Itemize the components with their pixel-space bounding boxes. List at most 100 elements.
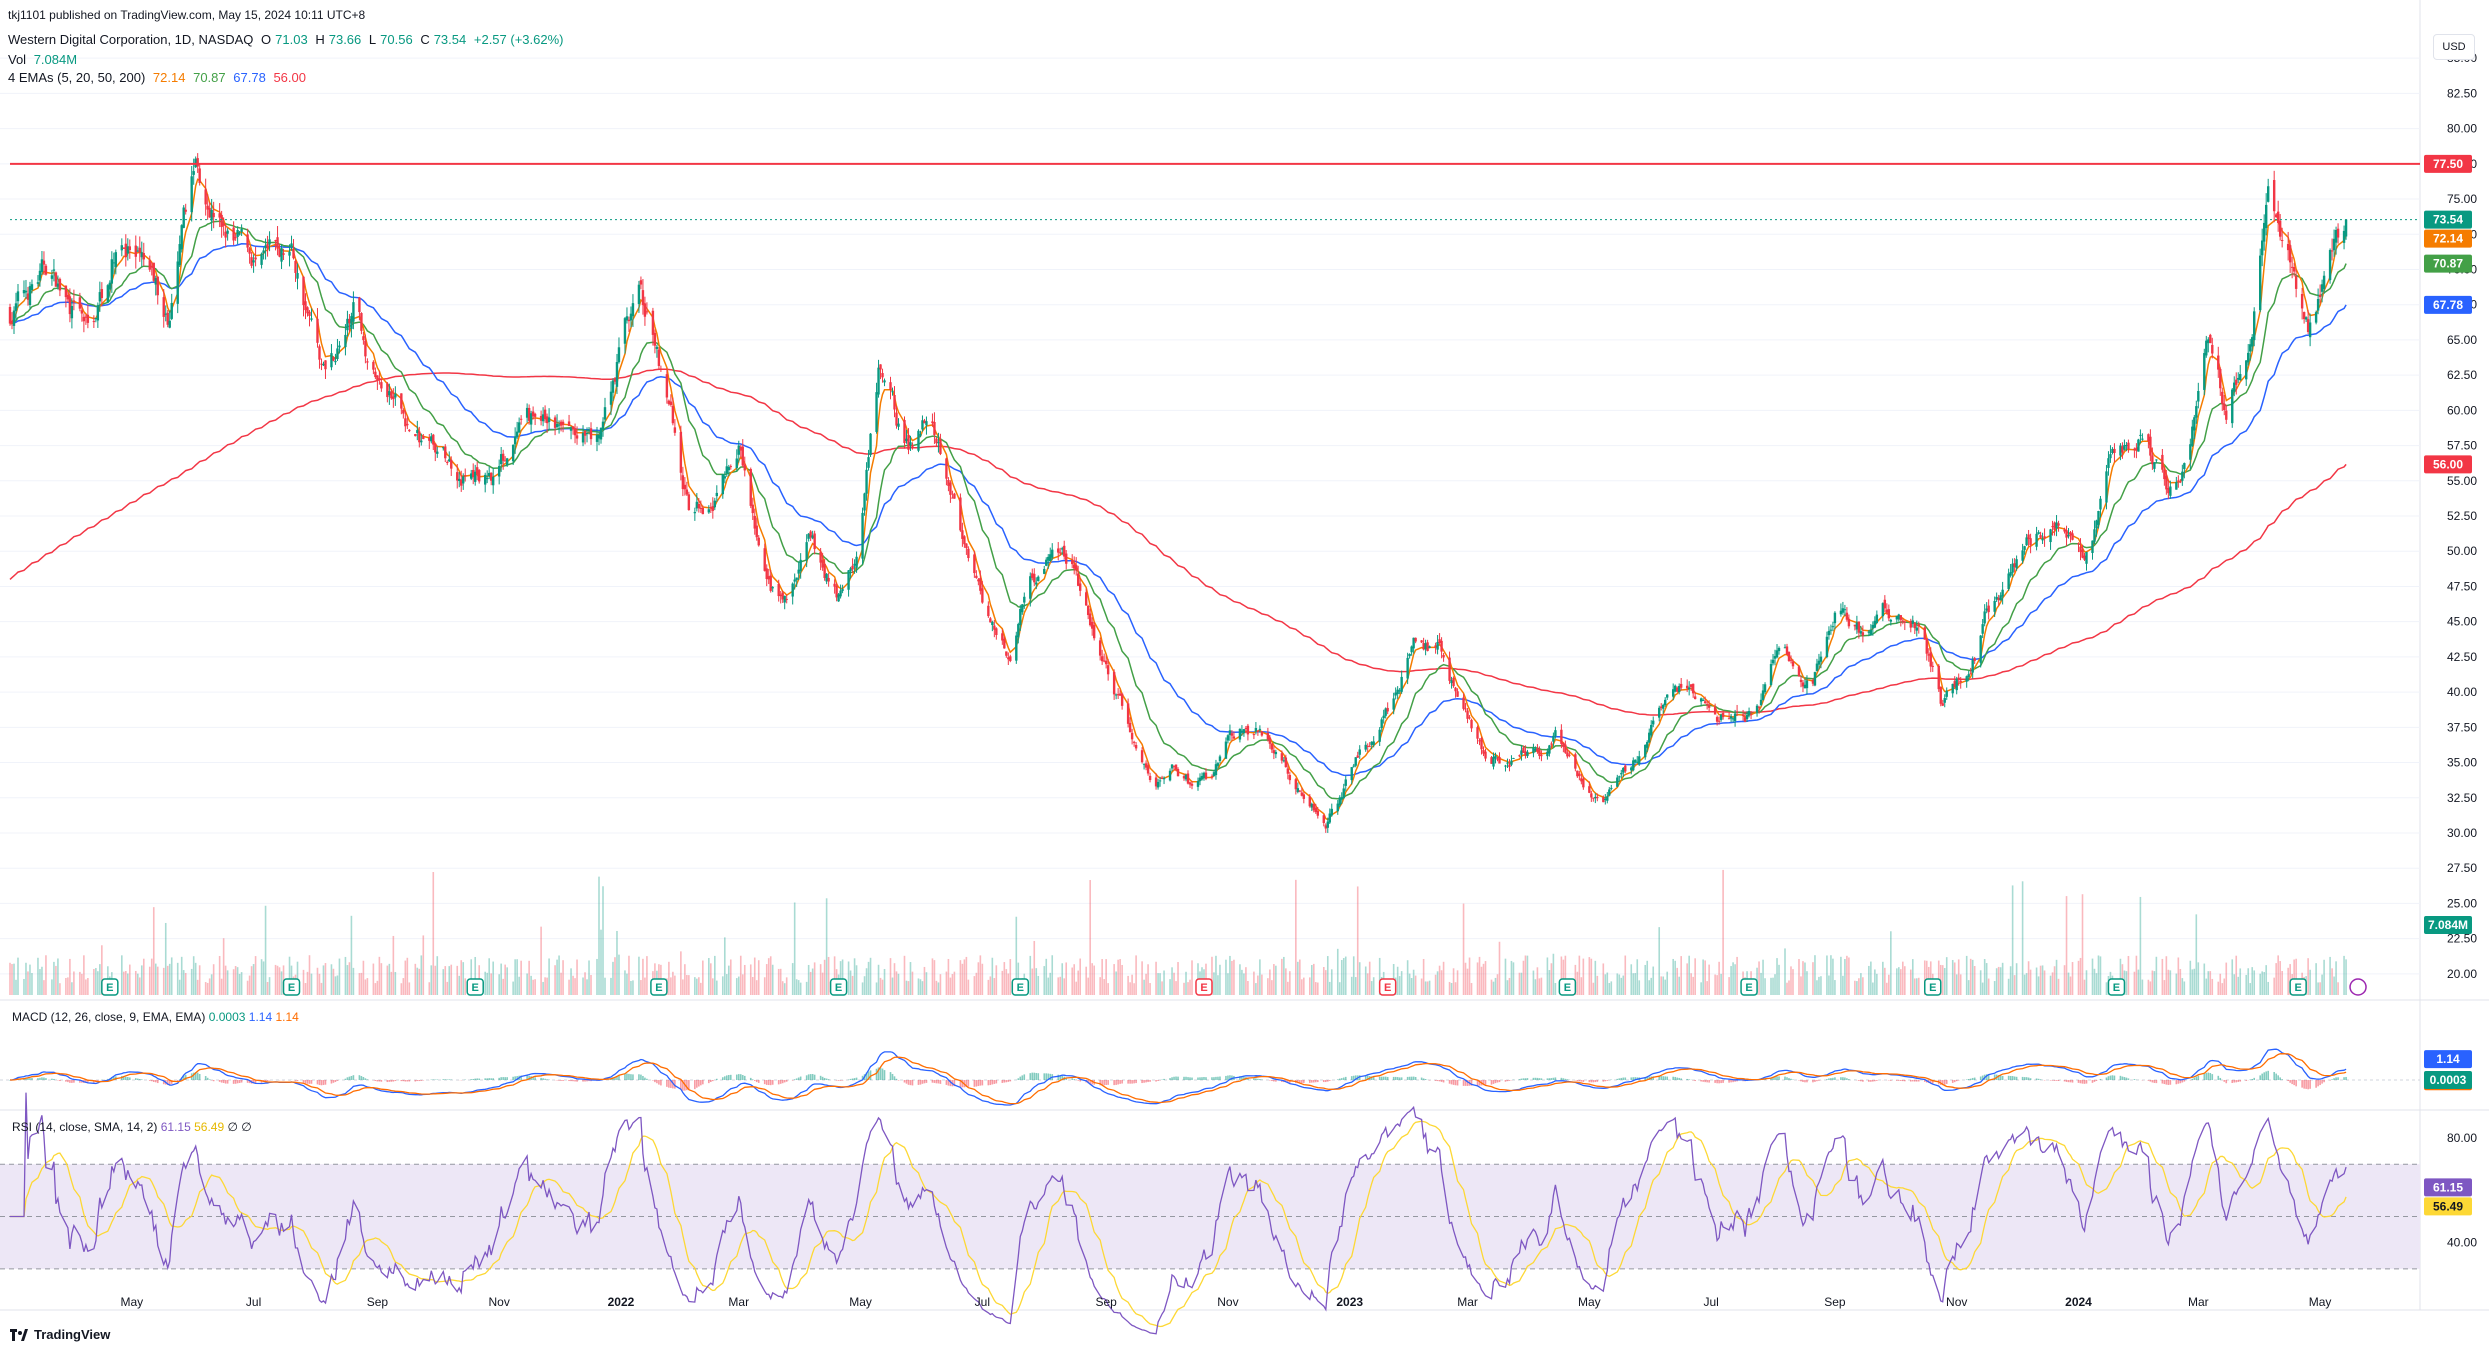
volume-bar — [27, 971, 29, 995]
volume-bar — [1820, 976, 1822, 995]
volume-bar — [570, 968, 572, 995]
candle-body — [402, 409, 405, 414]
volume-bar — [839, 961, 842, 995]
volume-bar — [753, 957, 756, 995]
volume-bar — [1588, 957, 1591, 995]
macd-hist-bar — [1352, 1075, 1355, 1080]
volume-bar — [506, 967, 508, 995]
volume-bar — [586, 979, 588, 995]
volume-bar — [833, 956, 836, 995]
symbol-title[interactable]: Western Digital Corporation, 1D, NASDAQ — [8, 32, 254, 47]
macd-hist-bar — [1340, 1078, 1343, 1080]
candle-body — [1769, 664, 1773, 686]
candle-body — [1685, 685, 1689, 689]
candle-body — [2007, 573, 2010, 589]
macd-hist-bar — [1129, 1080, 1131, 1084]
macd-hist-bar — [2235, 1080, 2238, 1083]
candle-body — [1398, 690, 1401, 692]
candle-body — [953, 493, 956, 499]
macd-hist-bar — [811, 1074, 814, 1080]
volume-bar — [863, 976, 866, 995]
volume-bar — [1211, 956, 1213, 995]
volume-bar — [17, 957, 19, 995]
candle-body — [559, 421, 563, 426]
candle-body — [1620, 773, 1623, 775]
candle-body — [1086, 605, 1090, 616]
macd-hist-bar — [1029, 1073, 1032, 1080]
candle-body — [2334, 229, 2338, 243]
volume-bar — [2263, 971, 2265, 995]
volume-label[interactable]: Vol — [8, 52, 27, 67]
volume-bar — [1798, 959, 1800, 995]
volume-bar — [380, 963, 383, 995]
volume-bar — [1231, 960, 1233, 995]
macd-hist-bar — [1616, 1078, 1619, 1080]
candle-body — [1186, 773, 1190, 784]
ema-label[interactable]: 4 EMAs (5, 20, 50, 200) — [8, 70, 146, 85]
macd-hist-bar — [979, 1080, 982, 1086]
candle-body — [310, 318, 313, 320]
volume-bar — [1983, 959, 1986, 995]
candle-body — [1873, 620, 1877, 628]
macd-hist-bar — [1828, 1078, 1830, 1080]
candle-body — [374, 371, 377, 378]
rsi-label[interactable]: RSI (14, close, SMA, 14, 2) — [12, 1120, 158, 1134]
volume-bar — [488, 958, 490, 995]
volume-bar — [1155, 961, 1157, 995]
volume-bar — [444, 966, 447, 995]
volume-bar — [1636, 959, 1639, 995]
volume-bar — [1882, 961, 1884, 995]
candle-body — [2079, 546, 2082, 553]
candle-body — [190, 176, 193, 213]
volume-bar — [2197, 962, 2200, 995]
volume-bar — [917, 978, 920, 995]
volume-bar — [2219, 973, 2222, 995]
macd-hist-bar — [320, 1080, 323, 1086]
currency-button[interactable]: USD — [2433, 34, 2475, 60]
macd-label[interactable]: MACD (12, 26, close, 9, EMA, EMA) — [12, 1010, 206, 1024]
macd-hist-bar — [1386, 1076, 1389, 1080]
candle-body — [655, 346, 659, 349]
macd-hist-bar — [945, 1080, 948, 1085]
volume-bar — [686, 974, 688, 995]
volume-bar — [855, 965, 858, 995]
candle-body — [1943, 698, 1946, 703]
volume-bar — [1993, 981, 1996, 995]
macd-hist-bar — [1370, 1076, 1373, 1080]
candle-body — [2221, 391, 2224, 404]
candle-body — [1941, 703, 1944, 706]
candle-body — [98, 292, 102, 302]
macd-hist-bar — [1171, 1077, 1173, 1080]
candle-body — [2318, 294, 2322, 298]
macd-hist-bar — [534, 1077, 536, 1080]
volume-price-label: 7.084M — [2428, 918, 2468, 932]
x-tick-label: Nov — [489, 1295, 510, 1309]
macd-hist-bar — [935, 1080, 938, 1084]
volume-bar — [688, 975, 690, 995]
macd-hist-bar — [1047, 1073, 1050, 1080]
macd-hist-bar — [196, 1072, 199, 1080]
candle-body — [1987, 605, 1990, 613]
volume-bar — [9, 962, 11, 995]
volume-bar — [1720, 973, 1722, 995]
price-tick-label: 75.00 — [2447, 192, 2477, 206]
candle-body — [1923, 627, 1926, 640]
tradingview-logo[interactable]: TradingView — [10, 1327, 110, 1342]
volume-bar — [911, 971, 914, 995]
volume-bar — [1540, 977, 1543, 995]
x-tick-label: Nov — [1946, 1295, 1967, 1309]
candle-body — [1356, 755, 1359, 758]
volume-bar — [883, 968, 886, 995]
candle-body — [2320, 284, 2324, 292]
volume-bar — [67, 977, 69, 995]
volume-bar — [1704, 960, 1706, 995]
volume-bar — [1943, 968, 1946, 995]
volume-bar — [797, 980, 800, 995]
candle-body — [1833, 612, 1837, 624]
candle-body — [1971, 660, 1974, 673]
macd-hist-bar — [128, 1077, 131, 1080]
macd-hist-bar — [1394, 1076, 1397, 1080]
macd-hist-bar — [937, 1080, 940, 1084]
volume-bar — [1896, 968, 1898, 995]
